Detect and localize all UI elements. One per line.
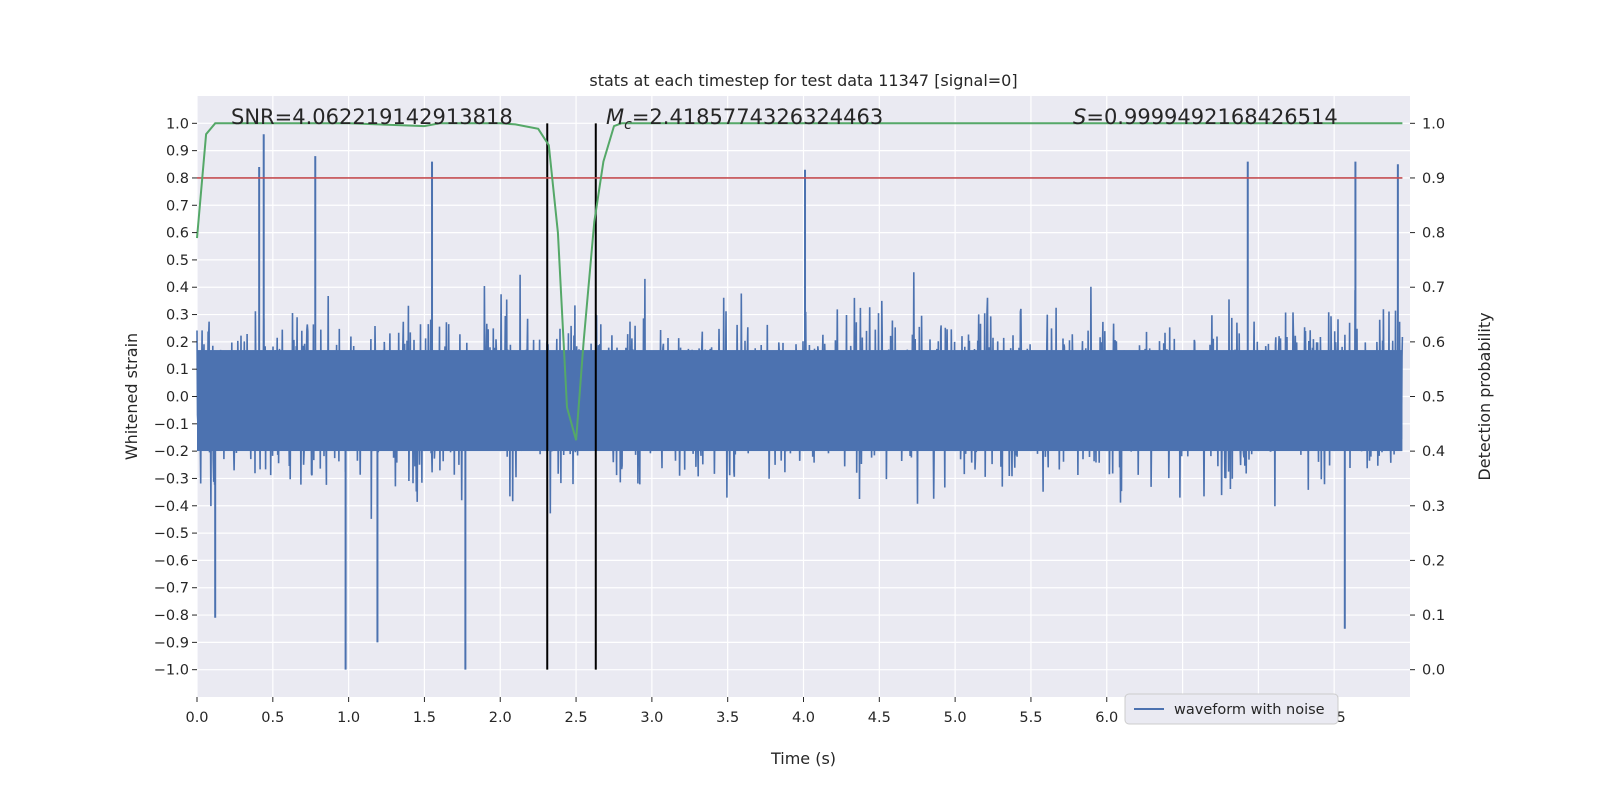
y-tick-label: −1.0: [154, 663, 189, 679]
waveform-series: [196, 134, 1404, 670]
y-tick-label: −0.8: [154, 608, 189, 624]
legend: waveform with noise: [1124, 693, 1339, 725]
score-annotation: S=0.9999492168426514: [1073, 105, 1338, 129]
x-tick-label: 4.0: [792, 710, 815, 726]
y2-tick-label: 0.9: [1422, 171, 1445, 187]
y2-tick-label: 0.3: [1422, 499, 1445, 515]
y2-tick-label: 0.1: [1422, 608, 1445, 624]
y-tick-label: −0.2: [154, 444, 189, 460]
y-tick-label: −0.9: [154, 635, 189, 651]
x-tick-label: 1.5: [413, 710, 436, 726]
y-tick-label: −0.4: [154, 499, 189, 515]
chirp-mass-subscript: c: [624, 117, 632, 133]
overlay-lines: [196, 122, 1403, 670]
y2-tick-label: 0.0: [1422, 663, 1445, 679]
score-value: =0.9999492168426514: [1086, 105, 1337, 129]
x-tick-label: 0.5: [261, 710, 284, 726]
y-tick-label: 0.4: [166, 280, 189, 296]
chirp-mass-symbol: M: [606, 105, 624, 129]
y2-tick-label: 0.4: [1422, 444, 1445, 460]
score-symbol: S: [1073, 105, 1086, 129]
y-tick-label: 0.2: [166, 335, 189, 351]
detection-probability-line: [196, 122, 1403, 441]
y-tick-label: −0.6: [154, 553, 189, 569]
y-tick-label: 0.7: [166, 198, 189, 214]
x-axis-label: Time (s): [770, 749, 836, 768]
x-tick-label: 1.0: [337, 710, 360, 726]
y-tick-label: 0.1: [166, 362, 189, 378]
x-tick-label: 0.0: [185, 710, 208, 726]
y2-axis-label: Detection probability: [1475, 312, 1494, 480]
waveform-core-band: [197, 350, 1403, 452]
y-tick-label: −0.5: [154, 526, 189, 542]
y-tick-label: −0.3: [154, 471, 189, 487]
y-tick-label: 0.6: [166, 226, 189, 242]
x-tick-label: 2.5: [565, 710, 588, 726]
y-tick-label: 0.9: [166, 144, 189, 160]
y2-tick-label: 0.5: [1422, 390, 1445, 406]
x-tick-label: 3.5: [716, 710, 739, 726]
y-tick-label: 0.3: [166, 308, 189, 324]
y2-tick-label: 0.7: [1422, 280, 1445, 296]
x-tick-label: 6.0: [1095, 710, 1118, 726]
y-tick-label: 1.0: [166, 116, 189, 132]
y-tick-label: −0.7: [154, 581, 189, 597]
y2-tick-label: 0.2: [1422, 553, 1445, 569]
x-tick-label: 5.5: [1019, 710, 1042, 726]
legend-label-waveform: waveform with noise: [1174, 702, 1325, 718]
x-tick-label: 4.5: [868, 710, 891, 726]
x-tick-label: 5.0: [944, 710, 967, 726]
chirp-mass-annotation: Mc=2.4185774326324463: [606, 105, 883, 133]
y-tick-label: 0.8: [166, 171, 189, 187]
y-tick-label: 0.5: [166, 253, 189, 269]
chirp-mass-value: =2.4185774326324463: [632, 105, 883, 129]
chart-title: stats at each timestep for test data 113…: [589, 71, 1017, 90]
x-tick-label: 2.0: [489, 710, 512, 726]
snr-annotation: SNR=4.062219142913818: [231, 105, 513, 129]
y-axis-label: Whitened strain: [122, 333, 141, 460]
y-tick-label: −0.1: [154, 417, 189, 433]
y2-tick-label: 1.0: [1422, 116, 1445, 132]
y-tick-label: 0.0: [166, 390, 189, 406]
x-tick-label: 3.0: [640, 710, 663, 726]
y2-tick-label: 0.8: [1422, 226, 1445, 242]
legend-box: [1124, 693, 1339, 725]
y2-tick-label: 0.6: [1422, 335, 1445, 351]
